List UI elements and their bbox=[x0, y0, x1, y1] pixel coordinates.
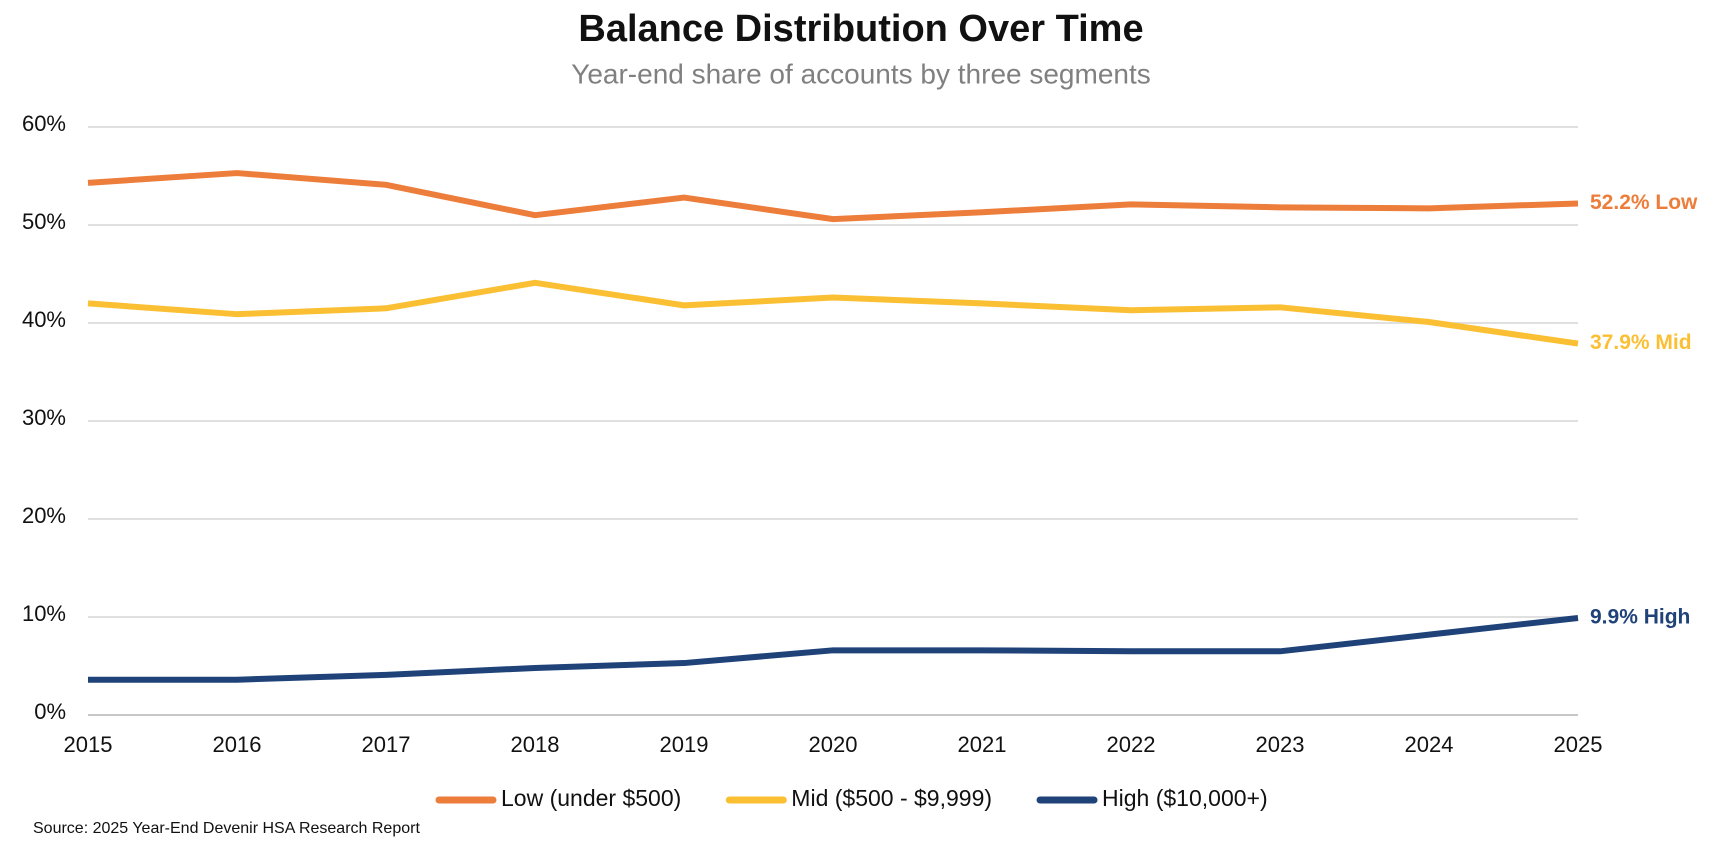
series-line bbox=[88, 614, 1579, 683]
x-tick-label: 2015 bbox=[64, 732, 113, 757]
y-tick-label: 10% bbox=[22, 601, 66, 626]
x-tick-label: 2017 bbox=[362, 732, 411, 757]
y-tick-label: 60% bbox=[22, 111, 66, 136]
y-tick-label: 30% bbox=[22, 405, 66, 430]
y-tick-label: 20% bbox=[22, 503, 66, 528]
chart-title: Balance Distribution Over Time bbox=[578, 8, 1143, 50]
source-note: Source: 2025 Year-End Devenir HSA Resear… bbox=[33, 820, 420, 837]
y-tick-label: 0% bbox=[34, 699, 66, 724]
legend-label: Mid ($500 - $9,999) bbox=[791, 785, 992, 811]
x-tick-label: 2023 bbox=[1256, 732, 1305, 757]
y-tick-label: 40% bbox=[22, 307, 66, 332]
x-tick-label: 2025 bbox=[1554, 732, 1603, 757]
x-tick-label: 2024 bbox=[1405, 732, 1454, 757]
chart-subtitle: Year-end share of accounts by three segm… bbox=[571, 58, 1151, 89]
series-line bbox=[87, 279, 1579, 347]
series-line bbox=[87, 170, 1579, 223]
y-tick-label: 50% bbox=[22, 209, 66, 234]
x-tick-label: 2021 bbox=[958, 732, 1007, 757]
end-label: 52.2% Low bbox=[1590, 191, 1698, 214]
legend-label: High ($10,000+) bbox=[1102, 785, 1268, 811]
x-tick-label: 2022 bbox=[1107, 732, 1156, 757]
end-label: 9.9% High bbox=[1590, 606, 1690, 629]
x-tick-label: 2016 bbox=[213, 732, 262, 757]
x-tick-label: 2019 bbox=[660, 732, 709, 757]
x-tick-label: 2018 bbox=[511, 732, 560, 757]
legend-label: Low (under $500) bbox=[501, 785, 681, 811]
end-label: 37.9% Mid bbox=[1590, 331, 1692, 354]
x-tick-label: 2020 bbox=[809, 732, 858, 757]
